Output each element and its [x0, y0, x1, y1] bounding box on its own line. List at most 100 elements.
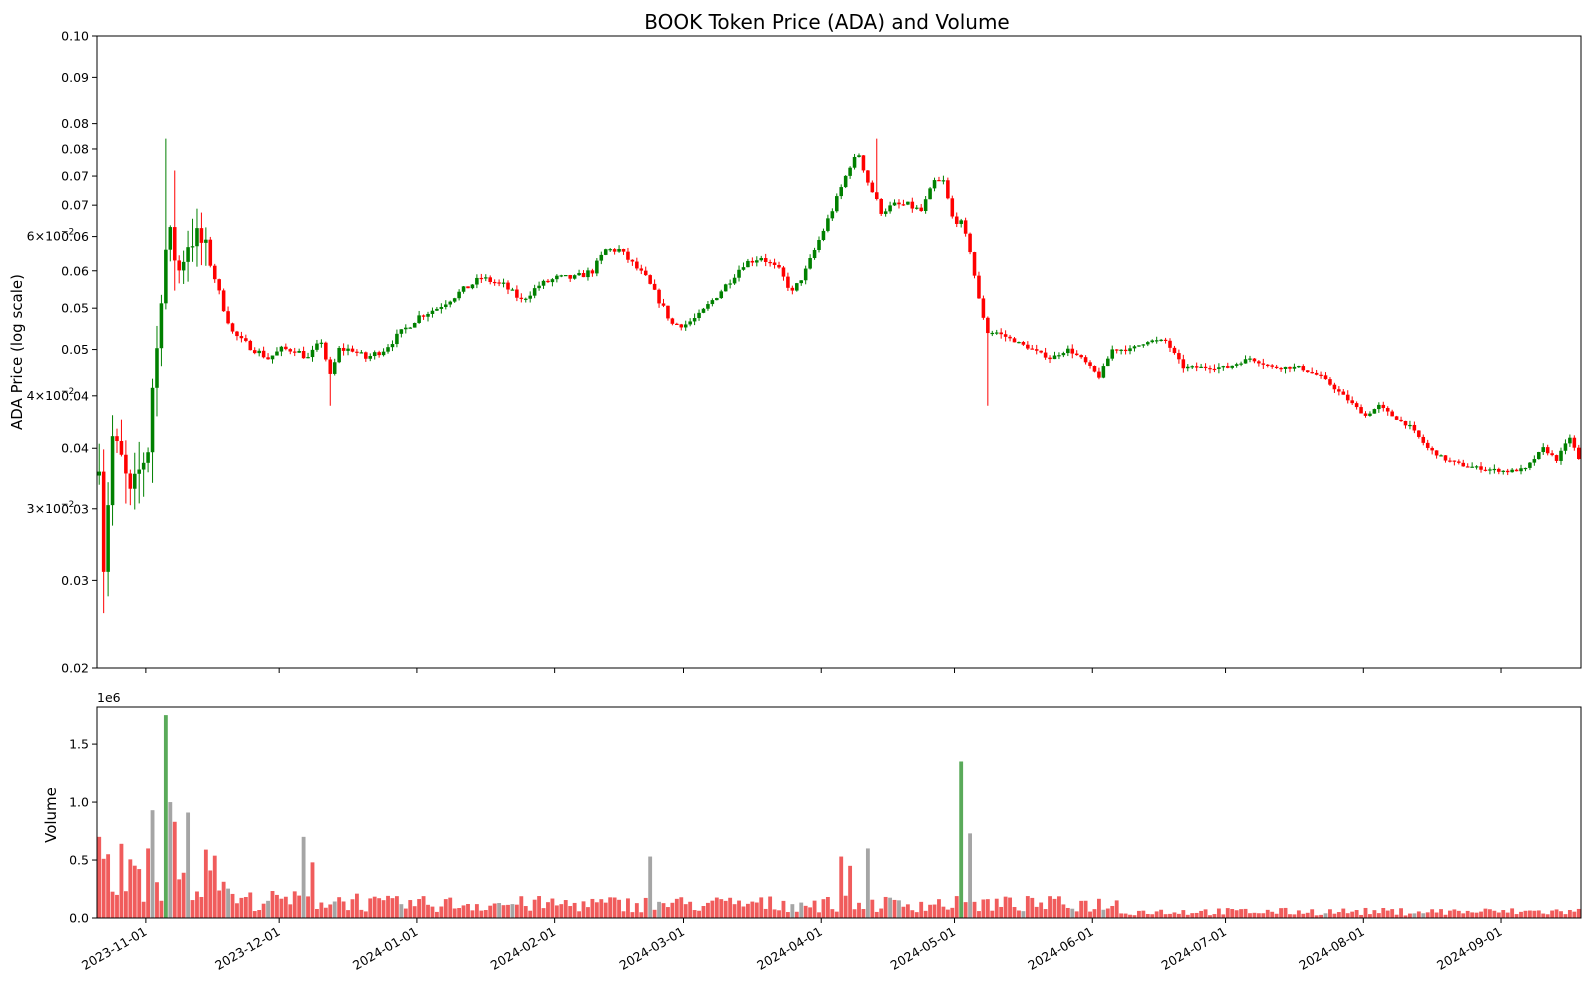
candle-body [275, 351, 279, 356]
candle-body [750, 260, 755, 263]
candle-body [1057, 355, 1061, 357]
volume-bar [537, 896, 542, 918]
volume-bar [390, 898, 395, 918]
volume-y-tick-label: 0.5 [69, 853, 89, 868]
volume-bar [1221, 914, 1226, 918]
candle-body [848, 167, 852, 176]
x-tick-label: 2023-11-01 [79, 924, 149, 973]
candle-body [501, 282, 506, 284]
candle-body [697, 312, 701, 319]
volume-bar [1110, 905, 1115, 918]
volume-bar [1176, 913, 1181, 918]
candle-body [466, 286, 470, 289]
volume-bar [315, 908, 319, 918]
candle-body [244, 338, 248, 341]
volume-bar [1479, 911, 1483, 918]
volume-bar [981, 899, 986, 918]
candle-body [1448, 460, 1452, 462]
volume-bar [954, 896, 959, 918]
volume-bar [1305, 912, 1310, 918]
volume-bar [834, 911, 839, 918]
candle-body [230, 323, 235, 332]
candle-body [417, 315, 421, 323]
volume-bar [1074, 911, 1079, 918]
volume-bar [115, 894, 119, 918]
candle-body [897, 202, 901, 205]
candle-body [1381, 404, 1386, 409]
x-tick-label: 2024-01-01 [350, 924, 420, 973]
candle-body [710, 300, 715, 305]
candle-body [97, 471, 101, 476]
volume-bar [550, 898, 555, 918]
candle-body [1550, 453, 1554, 456]
candle-body [346, 348, 350, 351]
price-y-tick-label: 0.06 [61, 229, 89, 244]
candle-body [626, 251, 630, 260]
candle-body [1377, 404, 1381, 410]
volume-bar [546, 902, 550, 918]
candle-body [421, 315, 426, 317]
candle-body [1097, 371, 1101, 378]
volume-bar [1021, 911, 1026, 918]
candle-body [1497, 468, 1501, 472]
volume-bar [372, 896, 377, 918]
volume-bars [97, 715, 1581, 918]
volume-bar [1345, 913, 1350, 918]
candle-body [737, 269, 741, 278]
candle-body [1106, 358, 1110, 367]
candle-body [590, 270, 595, 274]
candle-body [799, 280, 804, 284]
volume-bar [1359, 914, 1363, 918]
volume-y-tick-label: 1.5 [69, 737, 89, 752]
volume-bar [919, 901, 924, 918]
volume-bar [932, 904, 937, 918]
candle-body [572, 275, 577, 279]
candle-body [497, 282, 501, 284]
volume-bar [1545, 914, 1550, 918]
candle-body [1483, 469, 1488, 471]
candle-body [1012, 338, 1017, 343]
volume-bar [394, 896, 399, 918]
volume-bar [492, 903, 497, 918]
volume-bar [1323, 913, 1328, 918]
candle-body [1368, 413, 1372, 416]
candle-body [1385, 408, 1390, 412]
volume-bar [1559, 911, 1563, 918]
volume-bar [1128, 914, 1132, 918]
candle-body [888, 205, 892, 212]
candle-body [164, 249, 168, 304]
candle-body [306, 357, 310, 359]
candle-body [1350, 400, 1354, 404]
candle-body [719, 291, 724, 299]
candle-body [1181, 359, 1186, 369]
volume-bar [1172, 912, 1177, 918]
candle-body [1114, 349, 1119, 351]
candle-body [1186, 366, 1190, 369]
candle-body [1132, 346, 1137, 349]
candle-body [1421, 436, 1426, 443]
volume-bar [1092, 909, 1097, 918]
volume-bar [1474, 912, 1479, 918]
volume-bar [1101, 909, 1106, 918]
candle-body [1203, 366, 1208, 369]
x-axis: 2023-11-01 2023-12-01 2024-01-01 2024-02-01… [79, 668, 1505, 973]
volume-bar [1185, 914, 1190, 918]
volume-bar [1390, 909, 1395, 918]
volume-bar [759, 897, 764, 918]
volume-bar [905, 904, 910, 918]
volume-bar [426, 904, 430, 918]
candle-body [977, 275, 981, 299]
volume-bar [1434, 912, 1439, 918]
candle-body [239, 336, 244, 339]
volume-bar [443, 899, 448, 918]
volume-bar [1079, 900, 1084, 918]
candle-body [892, 202, 897, 206]
candle-body [528, 295, 532, 299]
volume-bar [150, 810, 155, 918]
candle-body [1265, 364, 1270, 366]
candle-body [617, 248, 621, 252]
candle-body [1243, 359, 1248, 364]
volume-bar [430, 906, 435, 918]
volume-bar [1448, 910, 1452, 918]
candle-body [1532, 459, 1537, 463]
